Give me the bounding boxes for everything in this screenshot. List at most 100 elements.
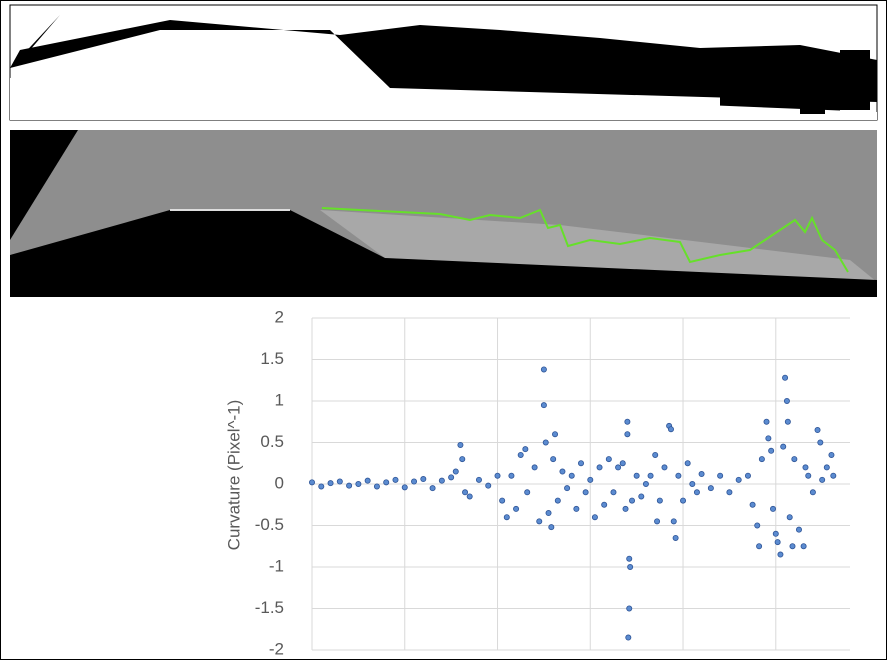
point [601, 501, 608, 508]
point [605, 456, 612, 463]
point [823, 464, 830, 471]
point [735, 476, 742, 483]
point [475, 476, 482, 483]
point [756, 543, 763, 550]
y-tick-label: 0.5 [260, 432, 284, 451]
y-tick-label: -1 [269, 556, 284, 575]
point [624, 418, 631, 425]
y-tick-label: -1.5 [255, 598, 284, 617]
point [802, 464, 809, 471]
point [633, 472, 640, 479]
point [783, 397, 790, 404]
point [770, 505, 777, 512]
point [429, 485, 436, 492]
point [542, 439, 549, 446]
point [638, 493, 645, 500]
point [661, 464, 668, 471]
point [754, 522, 761, 529]
point [772, 530, 779, 537]
point [805, 472, 812, 479]
point [364, 477, 371, 484]
point [531, 464, 538, 471]
point [554, 497, 561, 504]
point [336, 478, 343, 485]
point [508, 472, 515, 479]
grayscale-image [10, 130, 877, 297]
point [684, 460, 691, 467]
point [672, 534, 679, 541]
point [647, 472, 654, 479]
point [552, 431, 559, 438]
point [652, 451, 659, 458]
y-axis-label: Curvature (Pixel^-1) [224, 400, 243, 551]
point [355, 480, 362, 487]
point [626, 555, 633, 562]
point [540, 402, 547, 409]
point [524, 489, 531, 496]
point [707, 485, 714, 492]
point [568, 472, 575, 479]
point [550, 456, 557, 463]
point [817, 439, 824, 446]
point [494, 472, 501, 479]
point [383, 479, 390, 486]
point [786, 514, 793, 521]
y-tick-label: 0 [275, 473, 284, 492]
point [438, 477, 445, 484]
point [619, 460, 626, 467]
point [626, 605, 633, 612]
point [318, 483, 325, 490]
y-tick-label: -2 [269, 639, 284, 658]
point [559, 468, 566, 475]
point [564, 485, 571, 492]
point [780, 443, 787, 450]
point [625, 634, 632, 641]
point [411, 478, 418, 485]
point [615, 464, 622, 471]
point [800, 543, 807, 550]
point [373, 483, 380, 490]
y-tick-label: 1.5 [260, 349, 284, 368]
point [536, 518, 543, 525]
point [573, 505, 580, 512]
point [782, 374, 789, 381]
point [784, 418, 791, 425]
point [587, 476, 594, 483]
point [401, 484, 408, 491]
y-tick-label: 1 [275, 390, 284, 409]
point [392, 476, 399, 483]
point [517, 451, 524, 458]
point [522, 446, 529, 453]
point [459, 456, 466, 463]
point [545, 510, 552, 517]
y-tick-label: -0.5 [255, 515, 284, 534]
point [346, 482, 353, 489]
point [540, 366, 547, 373]
point [667, 426, 674, 433]
point [466, 493, 473, 500]
point [582, 489, 589, 496]
point [830, 472, 837, 479]
point [791, 456, 798, 463]
point [654, 518, 661, 525]
point [717, 472, 724, 479]
point [698, 471, 705, 478]
point [758, 456, 765, 463]
point [656, 497, 663, 504]
point [777, 551, 784, 558]
binary-image [9, 4, 878, 121]
point [452, 468, 459, 475]
point [578, 460, 585, 467]
point [499, 497, 506, 504]
point [420, 476, 427, 483]
point [763, 418, 770, 425]
point [548, 524, 555, 531]
point [795, 526, 802, 533]
point [814, 427, 821, 434]
point [629, 497, 636, 504]
point [670, 518, 677, 525]
point [591, 514, 598, 521]
point [765, 435, 772, 442]
point [744, 472, 751, 479]
